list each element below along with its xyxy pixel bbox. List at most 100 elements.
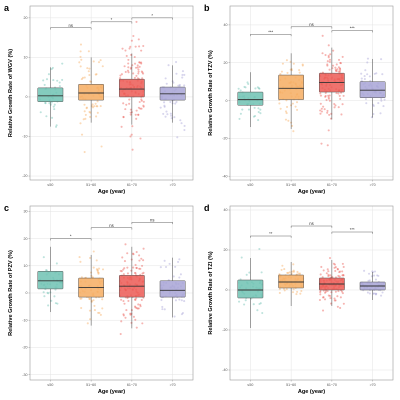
data-point <box>342 94 345 97</box>
y-tick-label: 0 <box>226 288 228 292</box>
data-point <box>299 292 302 295</box>
data-point <box>292 130 295 133</box>
y-axis-title: Relative Growth Rate of TZV (%) <box>208 50 214 136</box>
data-point <box>334 69 338 72</box>
data-point <box>80 133 84 136</box>
y-tick-label: 20 <box>224 61 228 65</box>
data-point <box>129 312 132 315</box>
data-point <box>128 102 131 105</box>
y-tick-label: 0 <box>26 95 28 99</box>
data-point <box>120 320 123 323</box>
data-point <box>79 122 82 125</box>
data-point <box>319 109 322 112</box>
data-point <box>79 65 82 68</box>
data-point <box>320 265 323 268</box>
data-point <box>168 262 171 265</box>
data-point <box>176 136 179 139</box>
data-point <box>137 70 140 73</box>
data-point <box>360 72 363 75</box>
data-point <box>327 270 330 273</box>
data-point <box>326 64 329 67</box>
data-point <box>327 275 330 278</box>
data-point <box>79 260 82 263</box>
data-point <box>342 274 345 277</box>
data-point <box>120 125 123 128</box>
data-point <box>135 267 138 270</box>
data-point <box>259 108 262 111</box>
data-point <box>298 69 301 72</box>
data-point <box>280 70 283 73</box>
data-point <box>97 61 101 64</box>
panel-d: -40 -20 0 20 40 ≤50 51~60 61~70 >70 ** ns *** Age (y… <box>200 200 400 400</box>
data-point <box>134 298 137 302</box>
data-point <box>286 105 289 109</box>
box-≤50 <box>37 271 64 290</box>
data-point <box>139 303 142 306</box>
data-point <box>163 101 166 104</box>
data-point <box>122 314 125 317</box>
data-point <box>119 333 122 336</box>
data-point <box>128 47 131 50</box>
data-point <box>99 105 102 108</box>
data-point <box>89 115 92 119</box>
data-point <box>129 113 132 116</box>
data-point <box>334 269 337 272</box>
significance-label: ns <box>150 217 154 222</box>
data-point <box>99 59 102 62</box>
data-point <box>339 61 342 65</box>
data-point <box>257 119 260 122</box>
data-point <box>80 297 83 300</box>
data-point <box>337 70 340 73</box>
data-point <box>140 107 143 110</box>
data-point <box>327 294 330 297</box>
significance-label: *** <box>350 26 355 31</box>
data-point <box>297 272 300 275</box>
data-point <box>141 322 144 325</box>
data-point <box>327 44 330 47</box>
data-point <box>326 144 329 147</box>
data-point <box>364 69 367 72</box>
data-point <box>140 98 143 101</box>
data-point <box>253 114 257 118</box>
data-point <box>135 251 138 254</box>
data-point <box>48 102 51 105</box>
data-point <box>141 71 144 74</box>
data-point <box>335 92 338 95</box>
significance-bracket <box>90 227 133 230</box>
data-point <box>88 73 91 77</box>
data-point <box>134 113 137 116</box>
data-point <box>338 71 341 74</box>
data-point <box>337 274 340 277</box>
data-point <box>93 304 96 307</box>
data-point <box>280 268 283 271</box>
data-point <box>174 102 177 105</box>
box-≤50 <box>237 279 264 299</box>
data-point <box>141 77 144 80</box>
significance-bracket <box>50 238 92 241</box>
data-point <box>298 71 301 74</box>
data-point <box>364 98 367 101</box>
data-point <box>126 69 129 72</box>
data-point <box>287 119 290 122</box>
data-point <box>372 292 375 295</box>
data-point <box>258 302 261 306</box>
data-point <box>180 313 184 316</box>
data-point <box>121 256 124 259</box>
data-point <box>286 71 289 74</box>
plot-frame <box>29 5 194 181</box>
data-point <box>122 313 125 316</box>
data-point <box>126 252 129 255</box>
significance-label: ns <box>309 221 313 226</box>
data-point <box>88 110 91 114</box>
data-point <box>136 77 139 80</box>
data-point <box>129 313 132 316</box>
x-tick-label: 51~60 <box>286 383 296 387</box>
data-point <box>324 290 327 293</box>
panel-label: a <box>4 3 10 13</box>
data-point <box>253 106 256 109</box>
data-point <box>137 113 140 116</box>
data-point <box>319 102 322 105</box>
data-point <box>132 266 135 269</box>
data-point <box>240 256 243 259</box>
significance-label: * <box>111 17 113 22</box>
